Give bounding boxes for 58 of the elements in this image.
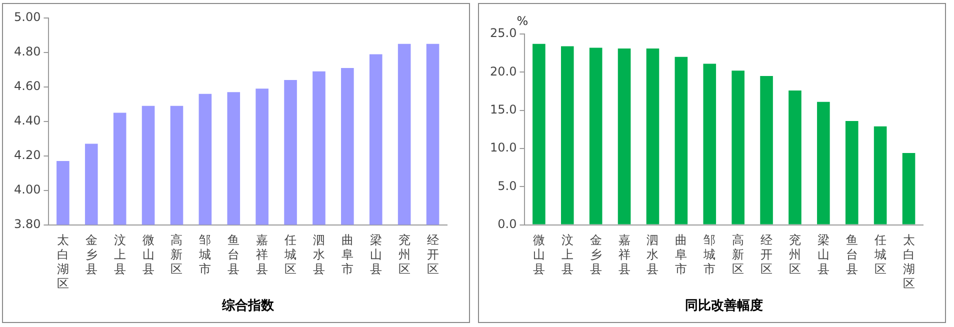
- y-tick-label: 4.40: [14, 114, 41, 128]
- x-tick-label: 曲阜市: [675, 233, 688, 276]
- x-tick-label: 微山县: [142, 233, 154, 276]
- x-axis-title: 综合指数: [220, 298, 275, 314]
- x-tick-label: 高新区: [732, 233, 744, 276]
- bar: [902, 153, 916, 224]
- bar: [703, 64, 716, 224]
- y-tick-label: 10.0: [490, 140, 517, 155]
- x-tick-label: 微山县: [532, 233, 545, 276]
- bar: [845, 121, 858, 224]
- bar: [618, 48, 631, 224]
- x-tick-label: 嘉祥县: [618, 233, 630, 276]
- x-tick-label: 汶上县: [561, 233, 574, 276]
- x-tick-label: 邹城市: [198, 233, 212, 276]
- bar: [732, 70, 744, 224]
- bar: [532, 44, 546, 224]
- bar: [817, 102, 830, 224]
- y-tick-label: 3.80: [14, 216, 41, 231]
- x-tick-label: 太白湖区: [902, 233, 915, 290]
- x-tick-label: 经开区: [426, 233, 439, 276]
- y-tick-label: 5.00: [14, 10, 41, 24]
- y-axis-title: %: [516, 14, 528, 28]
- x-tick-label: 邹城市: [702, 233, 716, 276]
- x-tick-label: 嘉祥县: [256, 233, 268, 276]
- x-tick-label: 曲阜市: [341, 233, 354, 276]
- bar: [760, 76, 773, 224]
- x-tick-label: 鱼台县: [846, 233, 858, 276]
- x-tick-label: 高新区: [170, 233, 183, 276]
- bar: [874, 126, 887, 224]
- bar: [788, 90, 802, 224]
- x-tick-label: 兖州区: [788, 233, 801, 276]
- y-tick-label: 5.0: [498, 178, 517, 193]
- x-tick-label: 太白湖区: [56, 233, 69, 290]
- x-tick-label: 经开区: [760, 233, 773, 276]
- x-tick-label: 梁山县: [370, 233, 382, 276]
- y-tick-label: 4.00: [14, 182, 41, 196]
- x-tick-label: 泗水县: [312, 233, 325, 276]
- x-tick-label: 金乡县: [590, 233, 602, 276]
- bar: [589, 48, 602, 224]
- y-tick-label: 20.0: [490, 64, 517, 78]
- y-tick-label: 4.20: [14, 148, 41, 162]
- y-tick-label: 25.0: [490, 26, 517, 40]
- x-tick-label: 鱼台县: [228, 233, 240, 276]
- bar: [646, 48, 660, 224]
- y-tick-label: 15.0: [490, 102, 517, 116]
- x-tick-label: 汶上县: [114, 233, 126, 276]
- x-tick-label: 兖州区: [398, 233, 410, 276]
- bar: [674, 56, 688, 224]
- x-tick-label: 任城区: [284, 233, 297, 276]
- x-tick-label: 金乡县: [85, 233, 98, 276]
- y-tick-label: 0.0: [498, 216, 517, 231]
- y-tick-label: 4.80: [14, 44, 41, 59]
- x-tick-label: 梁山县: [817, 233, 830, 276]
- y-tick-label: 4.60: [14, 79, 41, 94]
- x-tick-label: 泗水县: [646, 233, 659, 276]
- x-tick-label: 任城区: [873, 233, 886, 276]
- bar: [560, 46, 574, 224]
- x-axis-title: 同比改善幅度: [684, 298, 763, 314]
